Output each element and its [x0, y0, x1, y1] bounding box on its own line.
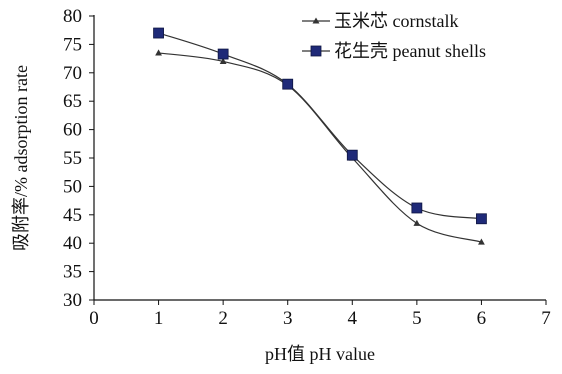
legend-item-cornstalk: 玉米芯 cornstalk — [302, 11, 458, 31]
legend-square-marker — [310, 45, 322, 57]
data-point-square — [346, 149, 358, 161]
data-point-triangle — [478, 238, 485, 245]
y-tick-label: 75 — [63, 34, 82, 55]
data-point-square — [282, 78, 294, 90]
legend-item-peanut-shells: 花生壳 peanut shells — [302, 41, 486, 61]
y-tick-label: 65 — [63, 91, 82, 112]
y-tick-label: 45 — [63, 205, 82, 226]
y-tick-label: 70 — [63, 63, 82, 84]
x-tick-label: 4 — [348, 308, 358, 329]
data-point-square — [476, 213, 487, 225]
y-axis-ticks: 30 35 40 45 50 55 60 65 70 75 80 — [63, 6, 94, 311]
data-point-square — [153, 27, 164, 39]
series-cornstalk — [155, 49, 485, 245]
x-tick-label: 0 — [89, 308, 99, 329]
y-tick-label: 80 — [63, 6, 82, 27]
data-point-triangle — [219, 57, 227, 65]
x-tick-label: 3 — [283, 308, 293, 329]
y-tick-label: 60 — [63, 120, 82, 141]
x-tick-label: 5 — [412, 308, 422, 329]
x-tick-label: 1 — [154, 308, 164, 329]
y-tick-label: 50 — [63, 176, 82, 197]
x-axis-title: pH值 pH value — [265, 344, 375, 364]
data-point-square — [217, 48, 229, 60]
series-layer — [153, 27, 487, 245]
y-tick-label: 35 — [63, 262, 82, 283]
y-axis-title: 吸附率/% adsorption rate — [11, 65, 31, 251]
legend-triangle-marker — [312, 17, 320, 24]
x-tick-label: 6 — [477, 308, 487, 329]
legend-label-peanut-shells: 花生壳 peanut shells — [334, 41, 486, 61]
data-point-square — [411, 202, 423, 214]
data-point-triangle — [413, 219, 421, 226]
y-tick-label: 40 — [63, 233, 82, 254]
series-peanut-shells — [153, 27, 487, 225]
legend-label-cornstalk: 玉米芯 cornstalk — [334, 11, 458, 31]
x-tick-label: 7 — [541, 308, 551, 329]
data-point-triangle — [155, 49, 162, 56]
legend: 玉米芯 cornstalk 花生壳 peanut shells — [302, 11, 486, 61]
y-tick-label: 30 — [63, 290, 82, 311]
x-tick-label: 2 — [218, 308, 228, 329]
y-tick-label: 55 — [63, 148, 82, 169]
x-axis-ticks: 0 1 2 3 4 5 6 7 — [89, 300, 551, 329]
